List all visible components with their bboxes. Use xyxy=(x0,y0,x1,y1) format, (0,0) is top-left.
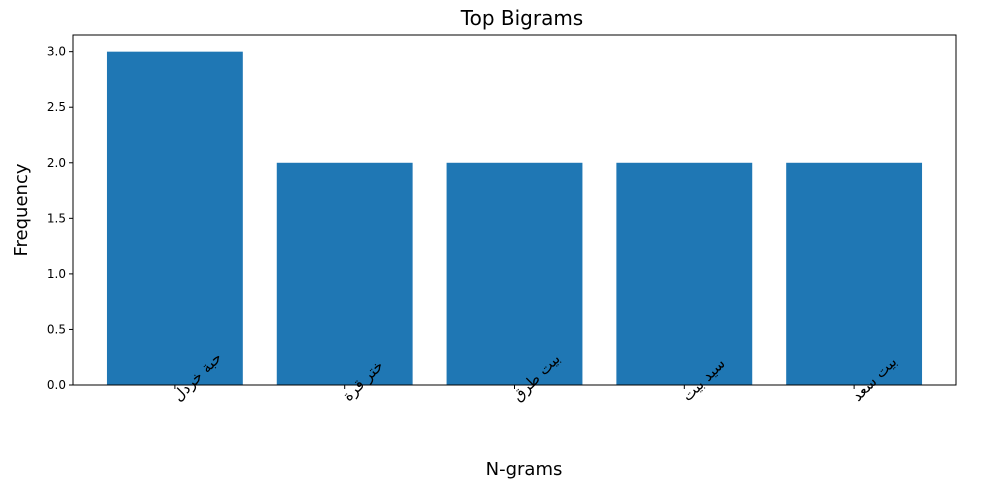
bar xyxy=(106,51,243,386)
bars-layer xyxy=(106,51,923,386)
bar xyxy=(786,162,923,385)
y-tick-label: 2.0 xyxy=(47,156,66,170)
y-tick-label: 3.0 xyxy=(47,45,66,59)
y-tick-label: 0.5 xyxy=(47,322,66,336)
y-axis: 0.0 0.5 1.0 1.5 2.0 2.5 3.0 xyxy=(47,45,73,392)
plot-frame xyxy=(72,34,957,386)
bar xyxy=(616,162,753,385)
y-axis-title: Frequency xyxy=(11,163,32,256)
y-tick-label: 1.0 xyxy=(47,267,66,281)
y-tick-label: 1.5 xyxy=(47,211,66,225)
bar xyxy=(446,162,583,385)
x-axis-title: N-grams xyxy=(486,459,563,480)
y-tick-label: 0.0 xyxy=(47,378,66,392)
bar xyxy=(276,162,413,385)
y-tick-label: 2.5 xyxy=(47,100,66,114)
chart-title: Top Bigrams xyxy=(460,6,583,30)
